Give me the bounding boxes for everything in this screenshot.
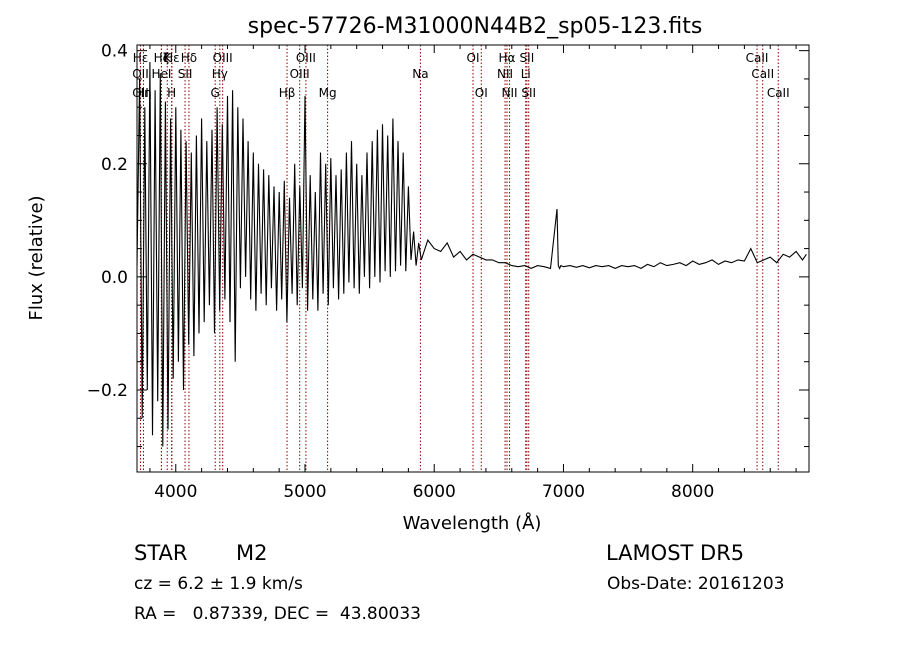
marker-label-SII: SII — [520, 51, 535, 65]
marker-label-SII: SII — [521, 86, 536, 100]
obs-date: Obs-Date: 20161203 — [607, 574, 785, 594]
plot-frame — [136, 44, 810, 473]
spectrum-line — [136, 61, 807, 447]
x-tick-label: 7000 — [542, 482, 585, 502]
x-axis-label: Wavelength (Å) — [403, 512, 542, 534]
marker-label-Hα: Hα — [499, 51, 516, 65]
marker-label-SII: SII — [178, 67, 193, 81]
object-subclass: M2 — [236, 541, 268, 565]
y-tick-label: 0.4 — [101, 42, 128, 62]
marker-label-H: H — [167, 86, 176, 100]
marker-label-CaII: CaII — [767, 86, 790, 100]
chart-title: spec-57726-M31000N44B2_sp05-123.fits — [248, 14, 703, 39]
marker-label-NII: NII — [502, 86, 518, 100]
marker-label-Hε: Hε — [133, 51, 149, 65]
coordinates-text: RA = 0.87339, DEC = 43.80033 — [134, 604, 421, 624]
x-tick-label: 5000 — [283, 482, 326, 502]
marker-label-OIII: OIII — [290, 67, 310, 81]
survey-name: LAMOST DR5 — [606, 541, 745, 565]
y-axis-label: Flux (relative) — [26, 195, 47, 320]
marker-label-OII: OII — [132, 86, 149, 100]
marker-label-HeI: HeI — [151, 67, 171, 81]
marker-label-Li: Li — [521, 67, 531, 81]
marker-label-CaII: CaII — [746, 51, 769, 65]
marker-label-OI: OI — [467, 51, 480, 65]
x-tick-label: 8000 — [671, 482, 714, 502]
axis-tick-labels: 4000 5000 6000 7000 8000 −0.2 0.0 0.2 0.4 — [87, 42, 715, 502]
marker-label-Hζ: Hζ — [154, 51, 170, 65]
y-tick-label: 0.2 — [101, 155, 128, 175]
marker-label-Na: Na — [412, 67, 428, 81]
marker-label-Hβ: Hβ — [279, 86, 296, 100]
axis-ticks — [137, 45, 809, 472]
object-class: STAR — [134, 541, 188, 565]
marker-label-G: G — [211, 86, 220, 100]
marker-label-OII: OII — [132, 67, 149, 81]
marker-label-K: K — [163, 51, 172, 65]
marker-label-OIII: OIII — [296, 51, 316, 65]
marker-label-Hδ: Hδ — [181, 51, 197, 65]
marker-label-Mg: Mg — [319, 86, 337, 100]
redshift-text: cz = 6.2 ± 1.9 km/s — [134, 574, 303, 594]
marker-label-CaII: CaII — [751, 67, 774, 81]
x-tick-label: 4000 — [154, 482, 197, 502]
marker-label-Hγ: Hγ — [212, 67, 228, 81]
y-tick-label: 0.0 — [101, 268, 128, 288]
marker-label-NII: NII — [497, 67, 513, 81]
marker-label-Hε: Hε — [164, 51, 180, 65]
marker-label-OI: OI — [475, 86, 488, 100]
y-tick-label: −0.2 — [87, 381, 128, 401]
emission-line-markers — [139, 45, 779, 472]
marker-label-OIII: OIII — [213, 51, 233, 65]
x-tick-label: 6000 — [413, 482, 456, 502]
